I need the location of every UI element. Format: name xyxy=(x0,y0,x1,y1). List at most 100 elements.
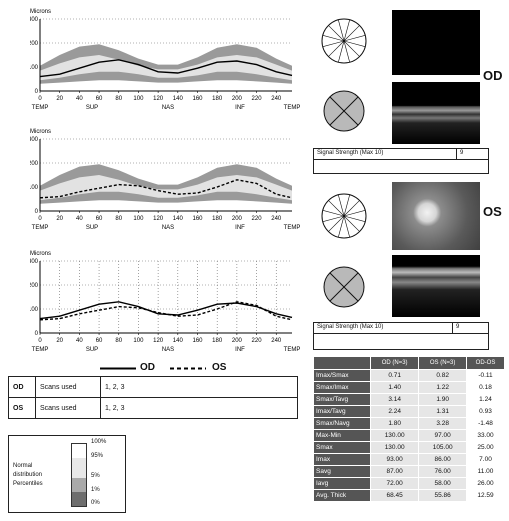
od-value: 0.71 xyxy=(369,369,420,382)
scans-eye-os: OS xyxy=(8,397,36,419)
table-row: OS Scans used 1, 2, 3 xyxy=(8,397,298,419)
series-line-os xyxy=(39,301,293,321)
table-row: Imax/Tavg 2.24 1.31 0.93 xyxy=(313,405,505,418)
x-tick-label: 120 xyxy=(153,216,164,222)
x-tick-label: 160 xyxy=(192,338,203,344)
nd-title-2: distribution xyxy=(13,472,43,478)
region-label: SUP xyxy=(86,225,98,231)
table-row: Savg 87.00 76.00 11.00 xyxy=(313,465,505,478)
region-label: TEMP xyxy=(284,225,300,231)
x-tick-label: 240 xyxy=(271,338,282,344)
y-tick-label: 300 xyxy=(30,259,39,265)
y-axis-label: Microns xyxy=(30,251,51,257)
region-label: NAS xyxy=(162,105,174,111)
normal-band-outer xyxy=(40,164,292,204)
normal-band-outer xyxy=(40,44,292,84)
row-label: Imax/Smax xyxy=(313,369,371,382)
table-row: Iavg 72.00 58.00 26.00 xyxy=(313,477,505,490)
x-tick-label: 60 xyxy=(96,216,103,222)
y-tick-label: 200 xyxy=(30,283,39,289)
region-label: TEMP xyxy=(32,225,49,231)
os-value: 97.00 xyxy=(418,429,468,442)
table-row: Avg. Thick 68.45 55.86 12.59 xyxy=(313,489,505,502)
region-label: INF xyxy=(235,225,245,231)
scans-value-os: 1, 2, 3 xyxy=(100,397,298,419)
y-tick-label: 300 xyxy=(30,137,39,143)
od-signal-label: Signal Strength (Max 10) xyxy=(317,150,384,156)
x-tick-label: 200 xyxy=(232,338,243,344)
table-row: Smax/Navg 1.80 3.28 -1.48 xyxy=(313,417,505,430)
table-row: Imax 93.00 86.00 7.00 xyxy=(313,453,505,466)
y-axis-label: Microns xyxy=(30,9,51,15)
normal-distribution-legend: Normal distribution Percentiles 100% 95%… xyxy=(8,435,126,513)
y-tick-label: 0 xyxy=(35,209,39,215)
x-tick-label: 40 xyxy=(76,216,83,222)
y-tick-label: 200 xyxy=(30,41,39,47)
nd-band-1-0 xyxy=(72,492,86,506)
normal-band-inner xyxy=(40,175,292,201)
x-tick-label: 60 xyxy=(96,338,103,344)
region-label: INF xyxy=(235,105,245,111)
od-value: 72.00 xyxy=(369,477,420,490)
os-legend-label: OS xyxy=(212,362,227,373)
x-tick-label: 220 xyxy=(252,216,263,222)
os-signal-label: Signal Strength (Max 10) xyxy=(317,324,384,330)
x-tick-label: 180 xyxy=(212,338,223,344)
od-value: 1.40 xyxy=(369,381,420,394)
row-label: Smax/Imax xyxy=(313,381,371,394)
nd-tick-5: 5% xyxy=(91,473,100,479)
x-tick-label: 20 xyxy=(56,338,63,344)
diff-value: -0.11 xyxy=(466,369,505,382)
od-quadrant-chart xyxy=(323,90,365,132)
rnfl-parameters-table: OD (N=3) OS (N=3) OD-OS Imax/Smax 0.71 0.8… xyxy=(313,356,505,502)
scans-value-od: 1, 2, 3 xyxy=(100,376,298,398)
od-eye-label: OD xyxy=(483,68,503,83)
x-tick-label: 180 xyxy=(212,216,223,222)
x-tick-label: 120 xyxy=(153,338,164,344)
os-value: 105.00 xyxy=(418,441,468,454)
x-tick-label: 0 xyxy=(38,338,42,344)
os-value: 1.22 xyxy=(418,381,468,394)
x-tick-label: 140 xyxy=(173,338,184,344)
os-oct-scan-image xyxy=(392,255,480,317)
x-tick-label: 200 xyxy=(232,216,243,222)
comparison-thickness-chart: Microns 300 200 100 00 20 40 60 80 100 120 140 160 18… xyxy=(30,251,300,353)
x-tick-label: 100 xyxy=(133,96,144,102)
od-signal-strength: Signal Strength (Max 10) 9 xyxy=(313,148,489,160)
x-tick-label: 220 xyxy=(252,96,263,102)
series-line-os xyxy=(39,179,293,199)
od-value: 93.00 xyxy=(369,453,420,466)
x-tick-label: 160 xyxy=(192,216,203,222)
x-tick-label: 80 xyxy=(115,338,122,344)
y-tick-label: 200 xyxy=(30,161,39,167)
os-clock-sector-chart xyxy=(321,193,367,239)
nd-tick-0: 0% xyxy=(91,500,100,506)
os-value: 86.00 xyxy=(418,453,468,466)
od-value: 1.80 xyxy=(369,417,420,430)
nd-band-100-95 xyxy=(72,444,86,458)
scans-table: OD Scans used 1, 2, 3 OS Scans used 1, 2… xyxy=(8,376,298,419)
nd-band-5-1 xyxy=(72,478,86,492)
x-tick-label: 180 xyxy=(212,96,223,102)
region-label: TEMP xyxy=(284,105,300,111)
os-thickness-chart: Microns 300 200 100 00 20 40 60 80 100 120 140 160 18… xyxy=(30,129,300,231)
od-value: 3.14 xyxy=(369,393,420,406)
x-tick-label: 80 xyxy=(115,216,122,222)
od-value: 2.24 xyxy=(369,405,420,418)
y-tick-label: 0 xyxy=(35,89,39,95)
od-thickness-chart: Microns 300 200 100 00 20 40 60 80 100 120 140 160 18… xyxy=(30,9,300,111)
nd-title-1: Normal xyxy=(13,463,33,469)
od-value: 130.00 xyxy=(369,429,420,442)
od-legend-label: OD xyxy=(140,362,155,373)
x-tick-label: 120 xyxy=(153,96,164,102)
od-oct-scan-image xyxy=(392,82,480,144)
os-value: 76.00 xyxy=(418,465,468,478)
region-label: TEMP xyxy=(32,347,49,353)
col-header-od: OD (N=3) xyxy=(369,356,420,370)
nd-tick-100: 100% xyxy=(91,439,107,445)
x-tick-label: 140 xyxy=(173,96,184,102)
nd-title-3: Percentiles xyxy=(13,481,43,487)
os-signal-strength: Signal Strength (Max 10) 9 xyxy=(313,322,489,334)
od-clock-sector-chart xyxy=(321,18,367,64)
y-tick-label: 300 xyxy=(30,17,39,23)
